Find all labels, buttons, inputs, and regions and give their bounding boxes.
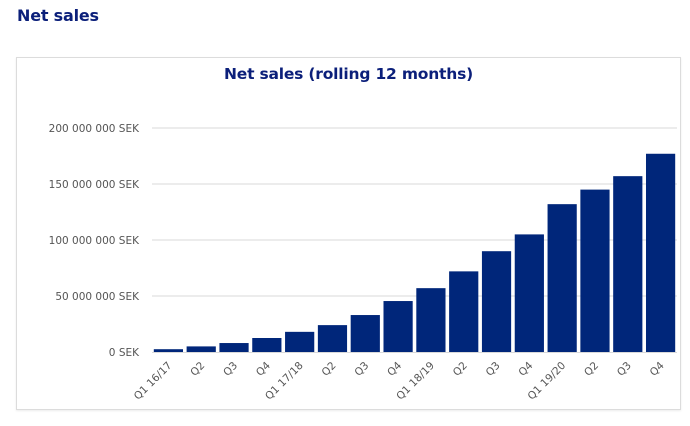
x-tick-label: Q4 <box>648 359 667 378</box>
x-tick-label: Q1 16/17 <box>132 360 175 403</box>
x-tick-label: Q2 <box>582 360 601 379</box>
x-tick-label: Q2 <box>451 360 470 379</box>
y-axis-labels: 0 SEK 50 000 000 SEK 100 000 000 SEK 150 00… <box>49 123 140 359</box>
bar <box>219 343 249 352</box>
bar <box>449 271 479 352</box>
y-tick-label: 200 000 000 SEK <box>49 123 140 135</box>
bar <box>645 153 676 352</box>
x-tick-label: Q4 <box>516 359 535 378</box>
bar <box>383 301 413 352</box>
bar <box>514 234 544 352</box>
bar <box>416 288 446 352</box>
x-tick-label: Q3 <box>352 360 371 379</box>
bar <box>252 338 282 352</box>
y-tick-label: 100 000 000 SEK <box>49 235 140 247</box>
x-tick-label: Q3 <box>221 360 240 379</box>
bar <box>547 204 577 352</box>
bar <box>350 315 380 352</box>
y-tick-label: 150 000 000 SEK <box>49 179 140 191</box>
x-tick-label: Q2 <box>320 360 339 379</box>
x-tick-label: Q4 <box>385 359 404 378</box>
x-tick-label: Q3 <box>615 360 634 379</box>
bar <box>317 325 348 352</box>
bar <box>580 189 610 352</box>
page-title: Net sales <box>17 6 99 25</box>
y-tick-label: 0 SEK <box>109 347 140 359</box>
x-tick-label: Q2 <box>188 360 207 379</box>
y-tick-label: 50 000 000 SEK <box>55 291 140 303</box>
bar <box>153 349 184 352</box>
bar <box>481 251 512 352</box>
bars <box>153 153 676 352</box>
bar <box>186 346 216 352</box>
chart-title: Net sales (rolling 12 months) <box>223 65 474 83</box>
x-tick-label: Q4 <box>254 359 273 378</box>
bar <box>285 331 315 352</box>
x-tick-label: Q3 <box>484 360 503 379</box>
bar <box>613 176 643 352</box>
